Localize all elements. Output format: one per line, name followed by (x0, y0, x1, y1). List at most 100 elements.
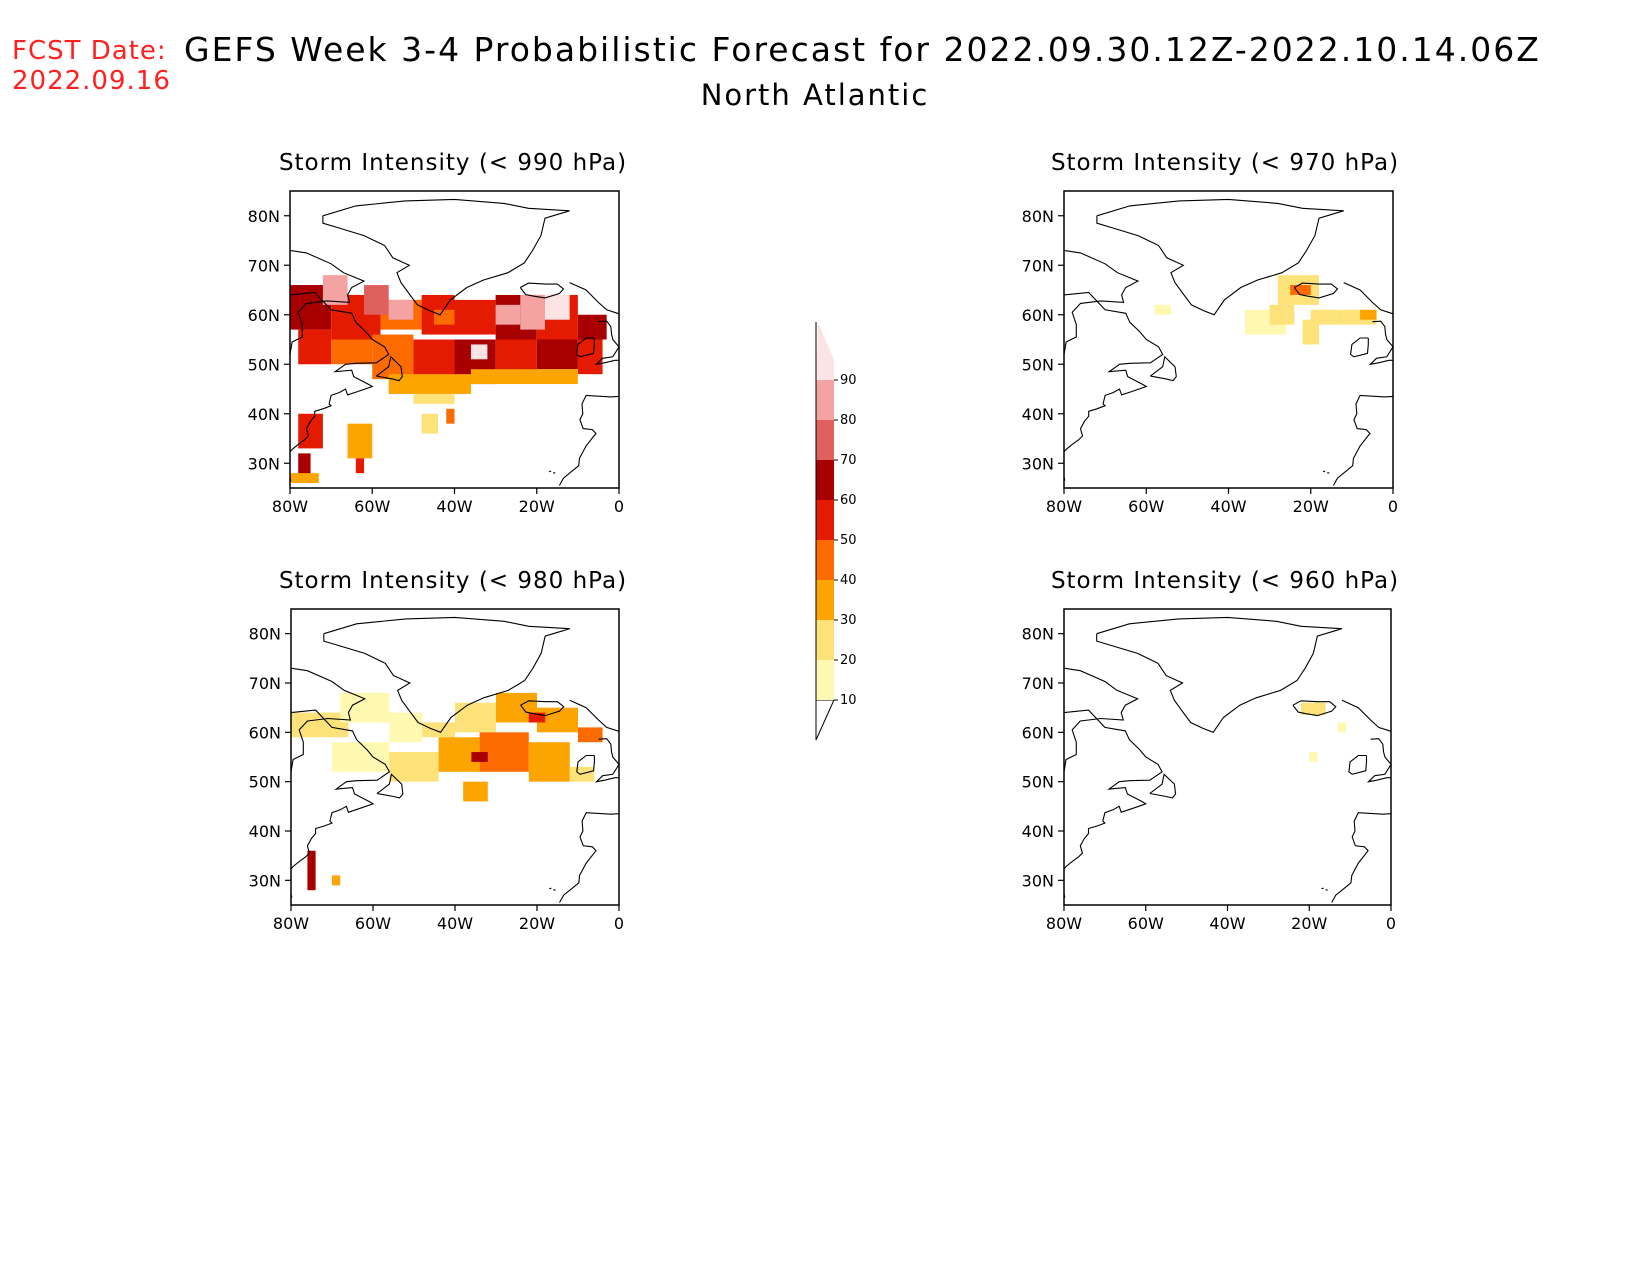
probability-cell (298, 329, 332, 365)
lon-tick-label: 60W (354, 497, 390, 516)
probability-cell (454, 299, 496, 335)
lon-tick-label: 40W (1210, 497, 1246, 516)
probability-cell (495, 339, 537, 375)
probability-cell (1269, 304, 1295, 325)
map-panel-970: 80N 70N 60N 50N 40N 30N 80W 60W 40W 20W 0 (1022, 190, 1398, 516)
probability-cell (389, 712, 423, 743)
lat-tick-label: 60N (248, 306, 280, 325)
probability-cell (340, 692, 390, 723)
map-panel-980: 80N 70N 60N 50N 40N 30N 80W 60W 40W 20W 0 (249, 608, 624, 933)
lon-tick-label: 20W (519, 914, 555, 933)
colorbar-label: 90 (840, 373, 857, 388)
probability-cell (470, 344, 488, 360)
probability-cell (307, 850, 316, 891)
lat-tick-label: 50N (248, 355, 280, 374)
lat-tick-label: 80N (249, 625, 281, 644)
coastline (1366, 738, 1392, 783)
lon-tick-label: 60W (355, 914, 391, 933)
probability-cell (577, 314, 607, 340)
lat-tick-label: 60N (1022, 723, 1054, 742)
coastline (1348, 754, 1368, 775)
probability-cell (520, 294, 545, 330)
probability-cell (578, 727, 603, 743)
colorbar-swatch (816, 620, 834, 660)
coastline (569, 699, 620, 732)
coastline (1292, 700, 1337, 717)
coastline (1322, 470, 1326, 473)
probability-cell (1360, 309, 1377, 320)
coastline (576, 754, 595, 775)
lon-tick-label: 0 (614, 914, 624, 933)
coastline (1063, 667, 1139, 772)
colorbar-swatch (816, 580, 834, 620)
coastline (1350, 337, 1369, 358)
coastline (594, 738, 620, 783)
coastline (290, 709, 391, 870)
panel-title-970: Storm Intensity (< 970 hPa) (1050, 150, 1400, 176)
lat-tick-label: 60N (1022, 306, 1054, 325)
lon-tick-label: 60W (1128, 914, 1164, 933)
lat-tick-label: 30N (1022, 871, 1054, 890)
probability-cell (291, 712, 349, 738)
probability-cell (355, 458, 365, 474)
lat-tick-label: 40N (1022, 822, 1054, 841)
colorbar-swatch (816, 420, 834, 460)
coastline (1368, 320, 1394, 366)
lon-tick-label: 40W (436, 497, 472, 516)
probability-cell (455, 702, 496, 733)
forecast-date-value: 2022.09.16 (12, 66, 171, 96)
lon-tick-label: 20W (519, 497, 555, 516)
lat-tick-label: 30N (1022, 454, 1054, 473)
lon-tick-label: 0 (614, 497, 624, 516)
probability-cell (463, 781, 488, 802)
coastline (1325, 889, 1328, 891)
probability-cell (413, 393, 455, 404)
probability-cell (364, 285, 389, 315)
coastline (1096, 198, 1344, 316)
lat-tick-label: 50N (1022, 773, 1054, 792)
coastline (1341, 699, 1392, 732)
coastline (548, 470, 552, 473)
map-frame (1063, 608, 1392, 906)
probability-cell (421, 413, 439, 434)
probability-cell (544, 294, 570, 320)
lon-tick-label: 20W (1293, 497, 1329, 516)
lat-tick-label: 80N (248, 207, 280, 226)
lat-tick-label: 70N (1022, 256, 1054, 275)
probability-cell (495, 304, 521, 325)
probability-cell (388, 299, 414, 320)
lon-tick-label: 80W (1046, 914, 1082, 933)
probability-cell (470, 369, 578, 385)
probability-cell (446, 408, 455, 424)
coastline (289, 249, 366, 355)
coastline (1343, 282, 1394, 315)
probability-cell (389, 752, 439, 782)
lon-tick-label: 20W (1291, 914, 1327, 933)
coastline (559, 812, 620, 903)
probability-cell (1309, 752, 1318, 762)
map-frame (1063, 190, 1394, 489)
probability-cell (372, 334, 414, 380)
colorbar-label: 60 (840, 493, 857, 508)
coastline (376, 773, 404, 799)
lat-tick-label: 70N (249, 674, 281, 693)
lat-tick-label: 70N (1022, 674, 1054, 693)
coastline (1332, 394, 1394, 486)
probability-cell (433, 309, 455, 325)
probability-cell (331, 339, 373, 365)
lat-tick-label: 80N (1022, 625, 1054, 644)
lon-tick-label: 40W (437, 914, 473, 933)
colorbar-label: 80 (840, 413, 857, 428)
coastline (1063, 709, 1163, 870)
colorbar-swatch (816, 380, 834, 420)
lat-tick-label: 60N (249, 723, 281, 742)
coastline (376, 355, 403, 382)
colorbar-swatch (816, 322, 834, 380)
coastline (553, 889, 556, 891)
colorbar-swatch (816, 500, 834, 540)
probability-cell (298, 453, 311, 479)
probability-cell (1302, 319, 1319, 345)
forecast-date-label: FCST Date: (12, 36, 167, 66)
lat-tick-label: 40N (1022, 405, 1054, 424)
